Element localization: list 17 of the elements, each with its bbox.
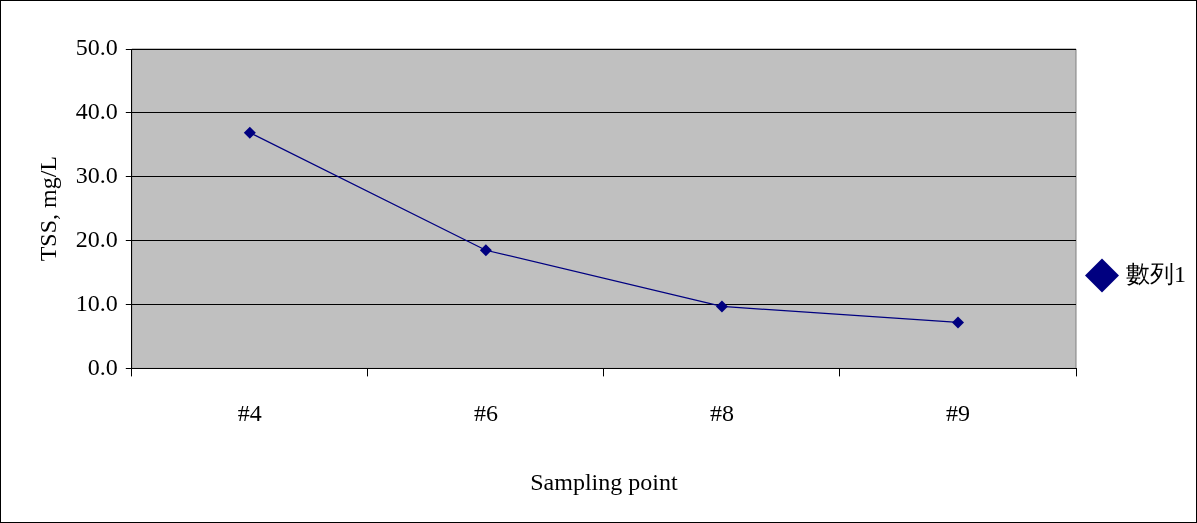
- legend-label: 數列1: [1126, 260, 1186, 287]
- point: [479, 244, 492, 257]
- y-tick-label: 20.0: [75, 225, 118, 252]
- point: [951, 316, 964, 329]
- y-tick-label: 40.0: [75, 98, 118, 125]
- x-axis-title: Sampling point: [530, 468, 678, 495]
- y-axis-title: TSS, mg/L: [34, 156, 61, 262]
- point: [715, 300, 728, 313]
- y-tick-label: 10.0: [75, 289, 118, 316]
- y-tick-label: 0.0: [87, 353, 118, 380]
- point: [243, 126, 256, 139]
- x-tick-label: #4: [237, 400, 262, 427]
- x-tick-label: #8: [709, 400, 734, 427]
- y-tick-label: 50.0: [75, 34, 118, 61]
- x-tick-label: #6: [473, 400, 498, 427]
- y-tick-label: 30.0: [75, 162, 118, 189]
- x-tick-label: #9: [945, 400, 970, 427]
